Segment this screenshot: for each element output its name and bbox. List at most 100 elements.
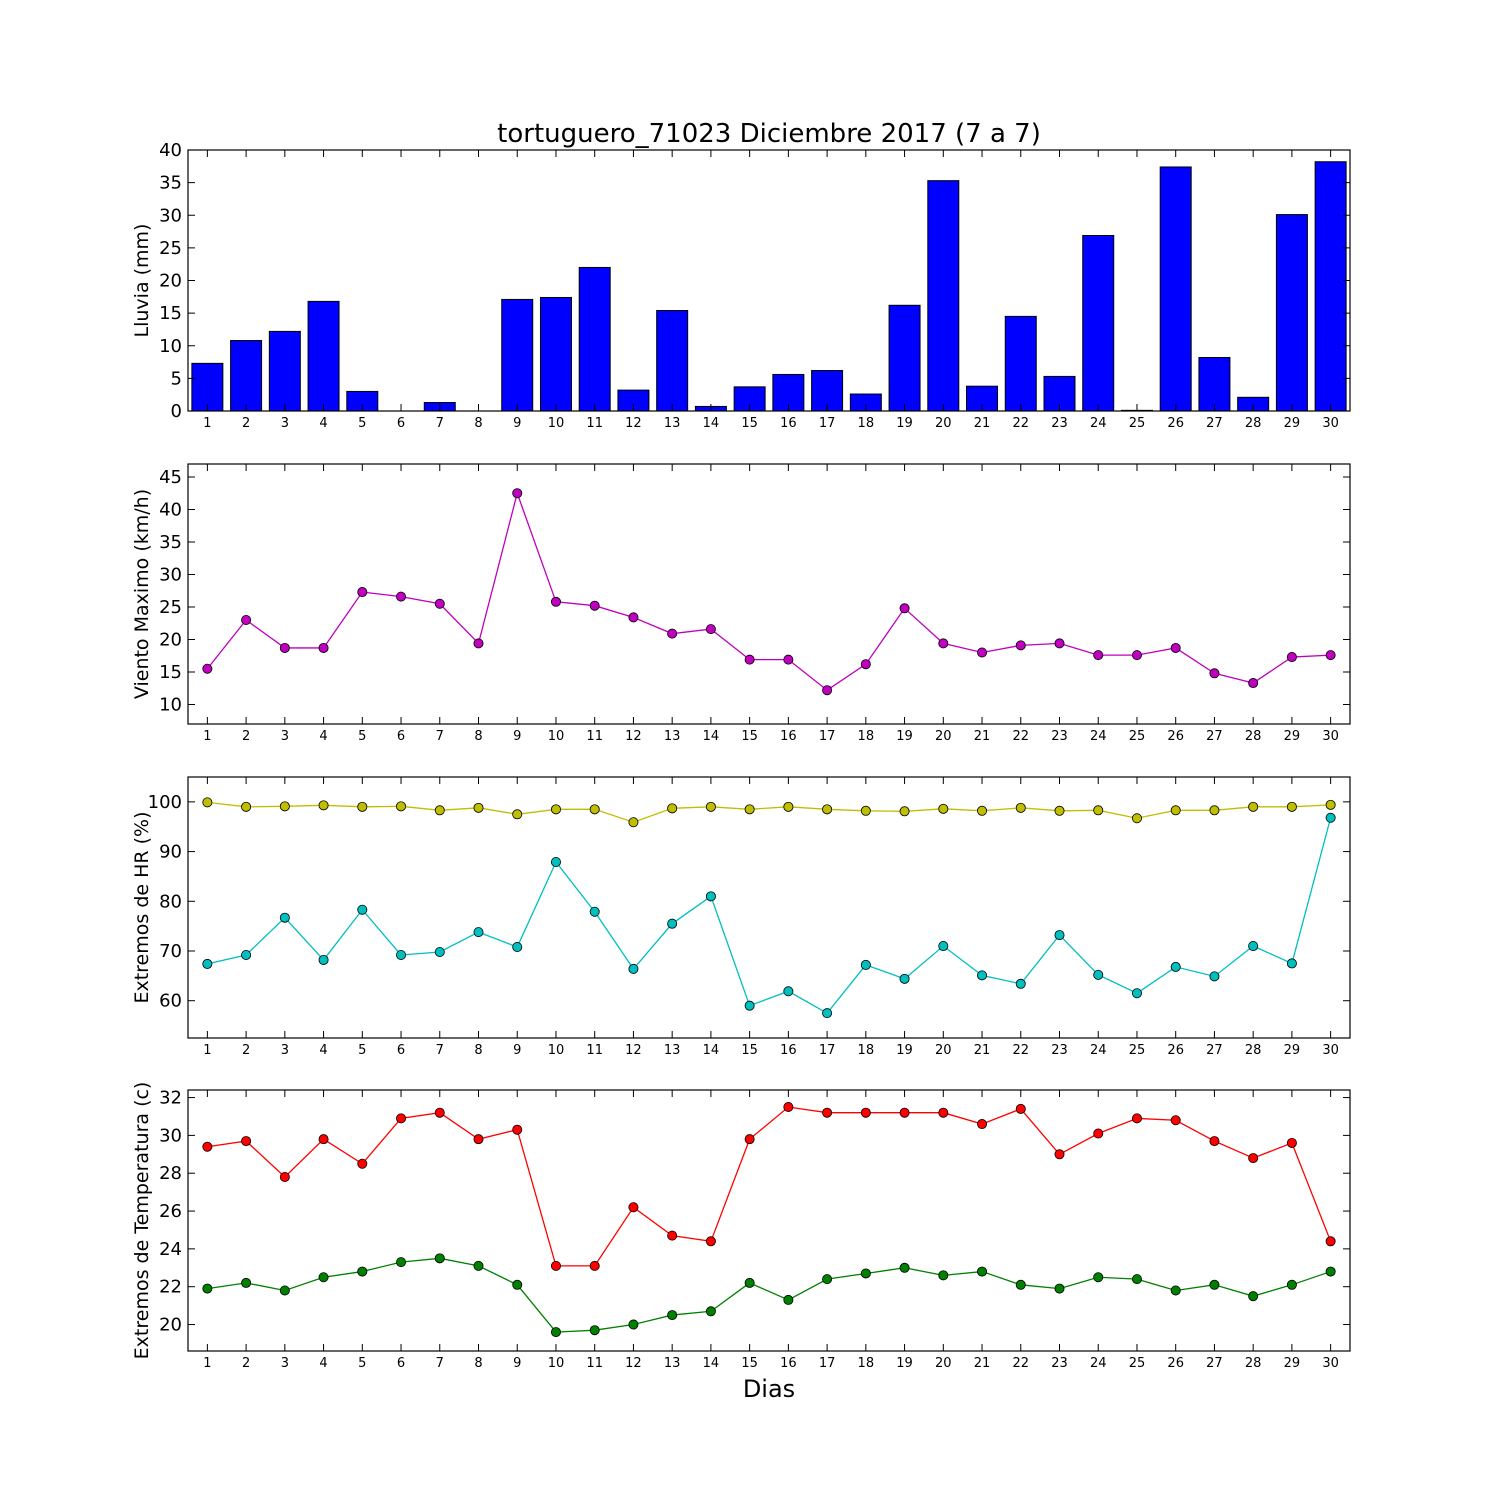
lluvia-xtick-label: 14 xyxy=(703,416,720,431)
lluvia-xtick-label: 15 xyxy=(741,416,758,431)
viento-xtick-label: 30 xyxy=(1322,729,1339,744)
hr-ytick-label: 90 xyxy=(159,842,182,863)
temperatura-xtick-label: 5 xyxy=(358,1356,366,1371)
temperatura-xtick-label: 28 xyxy=(1245,1356,1262,1371)
temperatura-point xyxy=(1325,1266,1336,1277)
viento-ylabel: Viento Maximo (km/h) xyxy=(131,489,153,699)
temperatura-point xyxy=(822,1274,833,1285)
temperatura-xtick-label: 20 xyxy=(935,1356,952,1371)
lluvia-xtick-label: 20 xyxy=(935,416,952,431)
hr-point xyxy=(550,804,561,815)
lluvia-ytick-label: 15 xyxy=(159,303,182,324)
hr-xtick-label: 9 xyxy=(513,1043,521,1058)
temperatura-point xyxy=(473,1134,484,1145)
hr-xtick-label: 7 xyxy=(436,1043,444,1058)
hr-point xyxy=(860,959,871,970)
hr-series-line-1 xyxy=(207,801,1331,823)
temperatura-point xyxy=(1131,1113,1142,1124)
temperatura-xtick-label: 16 xyxy=(780,1356,797,1371)
viento-point xyxy=(1015,640,1026,651)
temperatura-point xyxy=(1170,1115,1181,1126)
hr-point xyxy=(396,801,407,812)
viento-point xyxy=(318,642,329,653)
viento-point xyxy=(938,638,949,649)
temperatura-point xyxy=(241,1277,252,1288)
temperatura-xtick-label: 7 xyxy=(436,1356,444,1371)
viento-point xyxy=(705,624,716,635)
temperatura-point xyxy=(1209,1136,1220,1147)
hr-point xyxy=(628,817,639,828)
hr-point xyxy=(938,803,949,814)
viento-xtick-label: 6 xyxy=(397,729,405,744)
viento-xtick-label: 14 xyxy=(703,729,720,744)
temperatura-ytick-label: 26 xyxy=(159,1201,182,1222)
temperatura-xtick-label: 26 xyxy=(1167,1356,1184,1371)
hr-xtick-label: 21 xyxy=(974,1043,991,1058)
hr-point xyxy=(1170,961,1181,972)
lluvia-xtick-label: 13 xyxy=(664,416,681,431)
hr-series-line-2 xyxy=(207,817,1332,1014)
temperatura-point xyxy=(279,1172,290,1183)
lluvia-xtick-label: 3 xyxy=(281,416,289,431)
hr-xtick-label: 14 xyxy=(703,1043,720,1058)
hr-xtick-label: 23 xyxy=(1051,1043,1068,1058)
temperatura-xtick-label: 8 xyxy=(474,1356,482,1371)
lluvia-xtick-label: 16 xyxy=(780,416,797,431)
temperatura-series-line-1 xyxy=(207,1106,1332,1267)
temperatura-point xyxy=(589,1325,600,1336)
viento-point xyxy=(1170,642,1181,653)
lluvia-xtick-label: 23 xyxy=(1051,416,1068,431)
temperatura-xtick-label: 23 xyxy=(1051,1356,1068,1371)
hr-point xyxy=(1015,978,1026,989)
hr-ytick-label: 100 xyxy=(148,792,182,813)
viento-xtick-label: 12 xyxy=(625,729,642,744)
temperatura-xtick-label: 14 xyxy=(703,1356,720,1371)
hr-point xyxy=(977,805,988,816)
viento-point xyxy=(822,685,833,696)
hr-point xyxy=(241,801,252,812)
lluvia-ytick-label: 10 xyxy=(159,336,182,357)
viento-ytick-label: 35 xyxy=(159,532,182,553)
temperatura-xtick-label: 2 xyxy=(242,1356,250,1371)
lluvia-xtick-label: 24 xyxy=(1090,416,1107,431)
hr-xtick-label: 15 xyxy=(741,1043,758,1058)
lluvia-ytick-label: 40 xyxy=(159,140,182,161)
hr-point xyxy=(279,801,290,812)
temperatura-point xyxy=(705,1236,716,1247)
hr-point xyxy=(357,904,368,915)
temperatura-xtick-label: 22 xyxy=(1012,1356,1029,1371)
hr-point xyxy=(1248,801,1259,812)
temperatura-point xyxy=(628,1319,639,1330)
temperatura-xtick-label: 13 xyxy=(664,1356,681,1371)
hr-point xyxy=(1093,805,1104,816)
viento-point xyxy=(628,612,639,623)
temperatura-point xyxy=(899,1107,910,1118)
hr-xtick-label: 12 xyxy=(625,1043,642,1058)
hr-xtick-label: 25 xyxy=(1129,1043,1146,1058)
hr-point xyxy=(279,912,290,923)
temperatura-ylabel: Extremos de Temperatura (c) xyxy=(131,1082,153,1360)
hr-point xyxy=(938,941,949,952)
hr-point xyxy=(705,801,716,812)
hr-point xyxy=(744,1000,755,1011)
viento-xtick-label: 9 xyxy=(513,729,521,744)
lluvia-xtick-label: 19 xyxy=(896,416,913,431)
temperatura-point xyxy=(473,1260,484,1271)
viento-xtick-label: 8 xyxy=(474,729,482,744)
hr-xtick-label: 11 xyxy=(586,1043,603,1058)
viento-axes-frame xyxy=(187,463,1351,725)
lluvia-xtick-label: 10 xyxy=(548,416,565,431)
temperatura-point xyxy=(1286,1279,1297,1290)
temperatura-point xyxy=(705,1306,716,1317)
viento-point xyxy=(589,600,600,611)
lluvia-xtick-label: 1 xyxy=(203,416,211,431)
hr-point xyxy=(550,857,561,868)
viento-xtick-label: 18 xyxy=(858,729,875,744)
lluvia-bar xyxy=(1275,214,1308,412)
hr-point xyxy=(473,802,484,813)
viento-point xyxy=(899,603,910,614)
viento-ytick-label: 15 xyxy=(159,662,182,683)
